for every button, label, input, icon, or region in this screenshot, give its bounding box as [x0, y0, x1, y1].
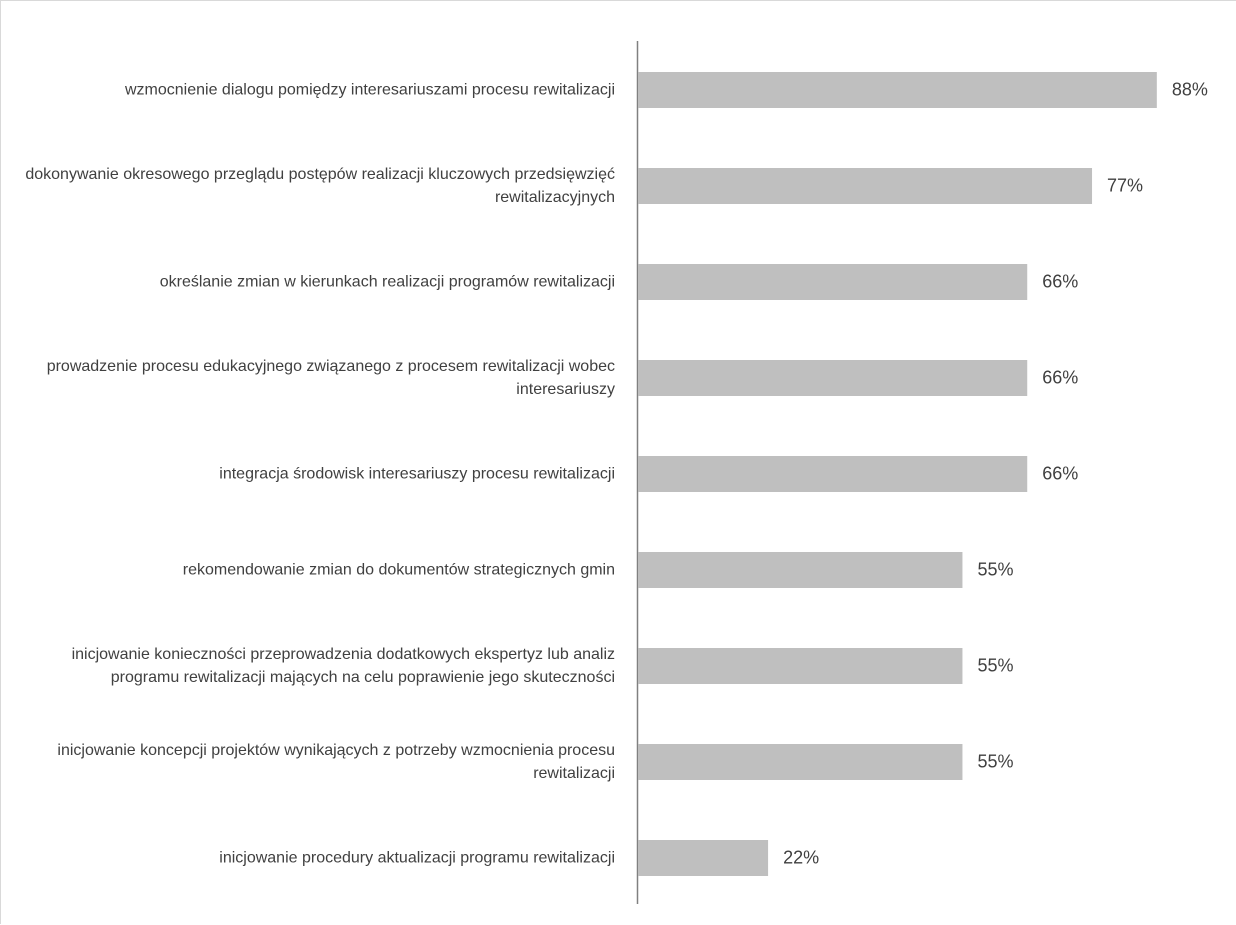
bar	[638, 168, 1093, 204]
bar	[638, 840, 769, 876]
category-label: inicjowanie procedury aktualizacji progr…	[219, 849, 615, 867]
bar	[638, 744, 963, 780]
bar	[638, 552, 963, 588]
value-label: 88%	[1171, 79, 1208, 100]
category-label: dokonywanie okresowego przeglądu postępó…	[25, 165, 615, 206]
bar	[638, 264, 1028, 300]
category-label: wzmocnienie dialogu pomiędzy interesariu…	[125, 81, 615, 99]
category-label: inicjowanie konieczności przeprowadzenia…	[71, 645, 615, 686]
value-label: 55%	[977, 655, 1014, 676]
category-label: prowadzenie procesu edukacyjnego związan…	[46, 357, 615, 398]
category-label: integracja środowisk interesariuszy proc…	[219, 465, 615, 483]
bar	[638, 360, 1028, 396]
category-label: rekomendowanie zmian do dokumentów strat…	[182, 561, 615, 579]
category-label: określanie zmian w kierunkach realizacji…	[159, 273, 615, 291]
value-label: 66%	[1042, 367, 1079, 388]
bar	[638, 72, 1157, 108]
value-label: 66%	[1042, 271, 1079, 292]
bar	[638, 648, 963, 684]
value-label: 66%	[1042, 463, 1079, 484]
value-label: 55%	[977, 751, 1014, 772]
value-label: 22%	[783, 847, 820, 868]
value-label: 77%	[1107, 175, 1144, 196]
bar	[638, 456, 1028, 492]
category-label: inicjowanie koncepcji projektów wynikają…	[57, 741, 615, 782]
value-label: 55%	[977, 559, 1014, 580]
